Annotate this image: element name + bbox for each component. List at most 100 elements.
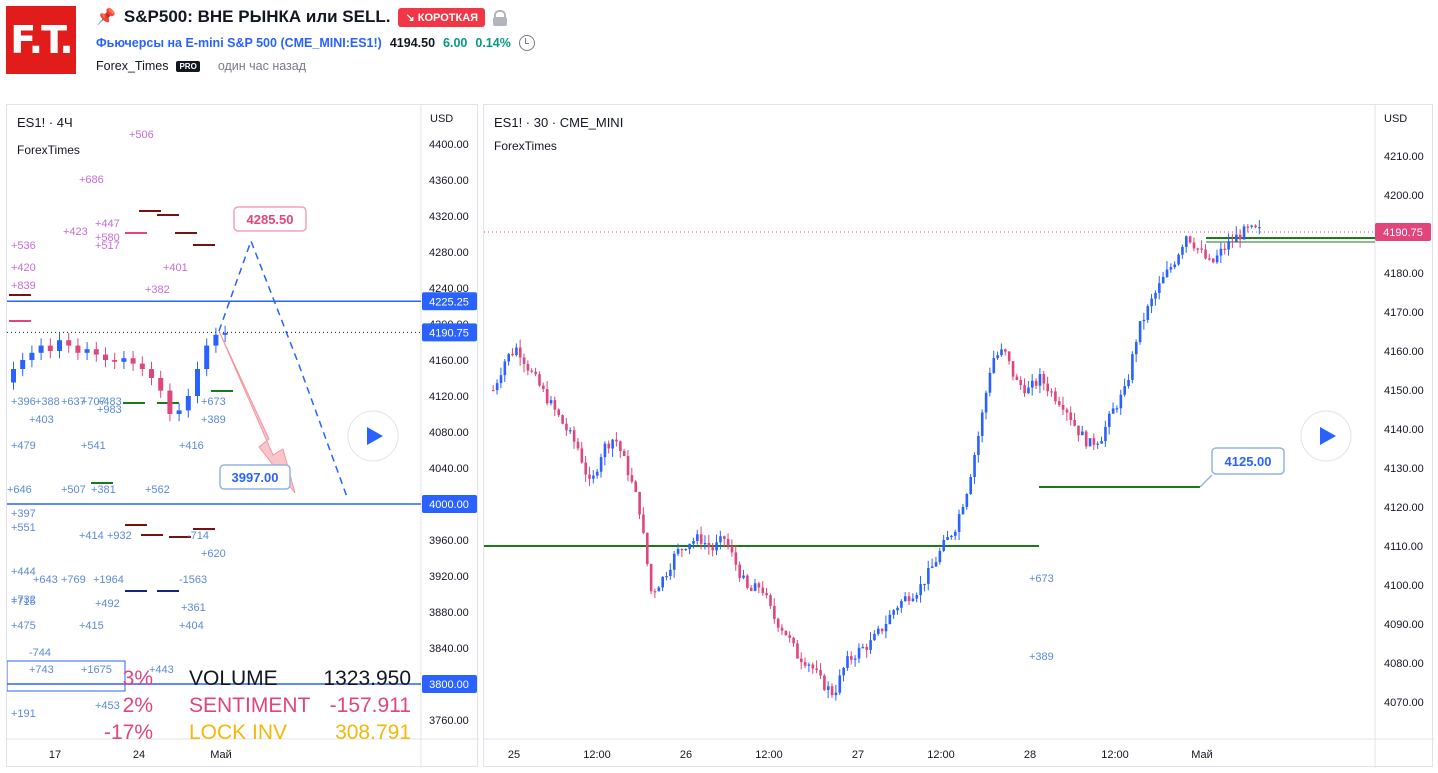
stat-label: LOCK INV bbox=[189, 721, 287, 744]
right-candle bbox=[1173, 264, 1177, 268]
right-candle bbox=[1161, 276, 1165, 284]
stat-label: VOLUME bbox=[189, 667, 278, 690]
right-candle bbox=[492, 390, 495, 392]
right-candle bbox=[1165, 269, 1169, 277]
play-icon[interactable] bbox=[367, 427, 383, 445]
left-legend-sub: ForexTimes bbox=[17, 143, 80, 157]
idea-title-row: 📌 S&P500: ВНЕ РЫНКА или SELL. ↘ КОРОТКАЯ bbox=[96, 6, 508, 28]
volume-box bbox=[6, 660, 126, 692]
right-candle bbox=[661, 576, 664, 588]
author-name[interactable]: Forex_Times bbox=[96, 59, 169, 73]
right-chart-panel[interactable]: ES1! · 30 · CME_MINI ForexTimes USD 4210… bbox=[483, 104, 1434, 768]
published-time: один час назад bbox=[217, 59, 307, 73]
right-y-tick: 4120.00 bbox=[1384, 502, 1424, 514]
right-x-tick: 25 bbox=[508, 749, 520, 761]
right-candle bbox=[826, 686, 830, 690]
right-candle bbox=[1219, 248, 1223, 256]
right-candle bbox=[1100, 441, 1103, 444]
left-candle bbox=[121, 358, 127, 362]
right-y-tick: 4210.00 bbox=[1384, 151, 1424, 163]
right-candle bbox=[853, 658, 857, 660]
right-candle bbox=[1254, 225, 1257, 228]
footprint-label: +506 bbox=[129, 129, 154, 141]
right-candle bbox=[1258, 227, 1261, 229]
right-candle bbox=[792, 637, 795, 644]
callout-upper: 4285.50 bbox=[233, 206, 307, 232]
right-candle bbox=[1235, 234, 1238, 242]
left-chart[interactable]: ES1! · 4Ч ForexTimes USD 4400.00 4360.00 4… bbox=[6, 105, 479, 768]
stat-pct: -17% bbox=[104, 721, 153, 744]
right-candle bbox=[499, 375, 503, 384]
right-candle bbox=[561, 415, 564, 424]
right-candle bbox=[657, 587, 661, 592]
footprint-label: +620 bbox=[201, 548, 226, 560]
footprint-label: +403 bbox=[29, 414, 54, 426]
right-candle bbox=[1250, 225, 1254, 227]
right-candle bbox=[1215, 255, 1219, 263]
footprint-label: +536 bbox=[11, 240, 36, 252]
right-candle bbox=[838, 675, 842, 693]
right-candle bbox=[757, 583, 761, 588]
footprint-label: +541 bbox=[81, 440, 106, 452]
right-candle bbox=[1081, 431, 1084, 436]
right-x-tick: 12:00 bbox=[755, 749, 783, 761]
left-candle bbox=[38, 345, 44, 353]
right-candle bbox=[1027, 387, 1030, 394]
right-candle bbox=[907, 596, 911, 602]
footprint-label: +492 bbox=[95, 598, 120, 610]
left-price-badge-text: 4190.75 bbox=[429, 327, 469, 339]
right-candle bbox=[584, 462, 587, 475]
right-candle bbox=[834, 692, 838, 696]
right-candle bbox=[823, 675, 826, 690]
footprint-label: +443 bbox=[149, 664, 174, 676]
left-y-tick: 4320.00 bbox=[429, 211, 469, 223]
right-legend-title: ES1! · 30 · CME_MINI bbox=[494, 115, 623, 130]
footprint-label: +507 bbox=[61, 484, 86, 496]
right-candle bbox=[1088, 438, 1092, 447]
right-candle bbox=[850, 656, 853, 660]
callout-lower: 3997.00 bbox=[219, 464, 291, 490]
play-icon[interactable] bbox=[1320, 427, 1336, 445]
direction-badge[interactable]: ↘ КОРОТКАЯ bbox=[398, 7, 486, 27]
right-candle bbox=[800, 658, 803, 663]
right-candle bbox=[726, 538, 730, 547]
right-candle bbox=[896, 607, 899, 611]
right-candle bbox=[619, 441, 622, 452]
right-candle bbox=[1046, 383, 1049, 392]
right-candle bbox=[784, 630, 788, 636]
right-chart[interactable]: ES1! · 30 · CME_MINI ForexTimes USD 4210… bbox=[484, 105, 1434, 768]
symbol-code[interactable]: (CME_MINI:ES1!) bbox=[280, 36, 382, 50]
right-candle bbox=[545, 389, 549, 404]
right-candle bbox=[776, 618, 780, 628]
right-y-tick: 4170.00 bbox=[1384, 307, 1424, 319]
symbol-link[interactable]: Фьючерсы на E-mini S&P 500 (CME_MINI:ES1… bbox=[96, 36, 382, 50]
symbol-name[interactable]: Фьючерсы на E-mini S&P 500 bbox=[96, 36, 277, 50]
right-candle bbox=[934, 562, 938, 567]
right-candle bbox=[642, 514, 645, 533]
right-candle bbox=[538, 374, 541, 386]
right-candle bbox=[915, 595, 919, 599]
symbol-change-pct: 0.14% bbox=[475, 36, 511, 50]
stat-label: SENTIMENT bbox=[189, 694, 311, 717]
right-candle bbox=[692, 541, 695, 544]
left-x-tick: 17 bbox=[49, 749, 61, 761]
right-candle bbox=[938, 550, 942, 563]
right-candle bbox=[888, 614, 892, 625]
left-x-tick: Май bbox=[210, 749, 232, 761]
right-candle bbox=[622, 451, 626, 456]
right-y-tick: 4070.00 bbox=[1384, 697, 1424, 709]
right-candle bbox=[803, 662, 807, 666]
right-callout: 4125.00 bbox=[1199, 447, 1285, 488]
left-candle bbox=[222, 333, 228, 335]
right-candle bbox=[576, 441, 580, 449]
footprint-label: +479 bbox=[11, 440, 36, 452]
right-candle bbox=[753, 583, 757, 591]
left-candle bbox=[84, 349, 90, 353]
footprint-label: +401 bbox=[163, 262, 188, 274]
left-candle bbox=[29, 352, 35, 360]
right-candle bbox=[977, 435, 980, 456]
right-candle bbox=[707, 543, 711, 548]
alarm-clock-icon[interactable] bbox=[518, 35, 535, 51]
right-candle bbox=[857, 647, 861, 659]
left-chart-panel[interactable]: ES1! · 4Ч ForexTimes USD 4400.00 4360.00 4… bbox=[6, 104, 479, 768]
